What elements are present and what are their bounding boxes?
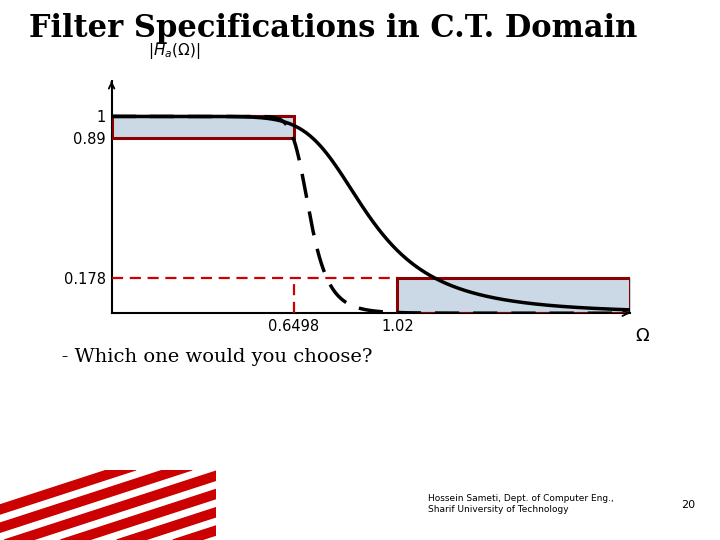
Polygon shape [229,470,473,540]
Text: $\Omega$: $\Omega$ [635,327,650,345]
Text: - Which one would you choose?: - Which one would you choose? [43,348,373,366]
Polygon shape [117,470,361,540]
Text: Sharif University of Technology: Sharif University of Technology [428,505,569,514]
Text: 20: 20 [680,500,695,510]
Polygon shape [0,470,192,540]
Polygon shape [173,470,417,540]
Text: $|H_a(\Omega)|$: $|H_a(\Omega)|$ [148,41,200,61]
Text: Hossein Sameti, Dept. of Computer Eng.,: Hossein Sameti, Dept. of Computer Eng., [428,494,614,503]
Polygon shape [4,470,248,540]
Polygon shape [60,470,305,540]
Text: Filter Specifications in C.T. Domain: Filter Specifications in C.T. Domain [29,14,637,44]
Bar [397,278,630,313]
Bar [112,117,294,138]
Polygon shape [285,470,529,540]
Polygon shape [0,470,136,540]
